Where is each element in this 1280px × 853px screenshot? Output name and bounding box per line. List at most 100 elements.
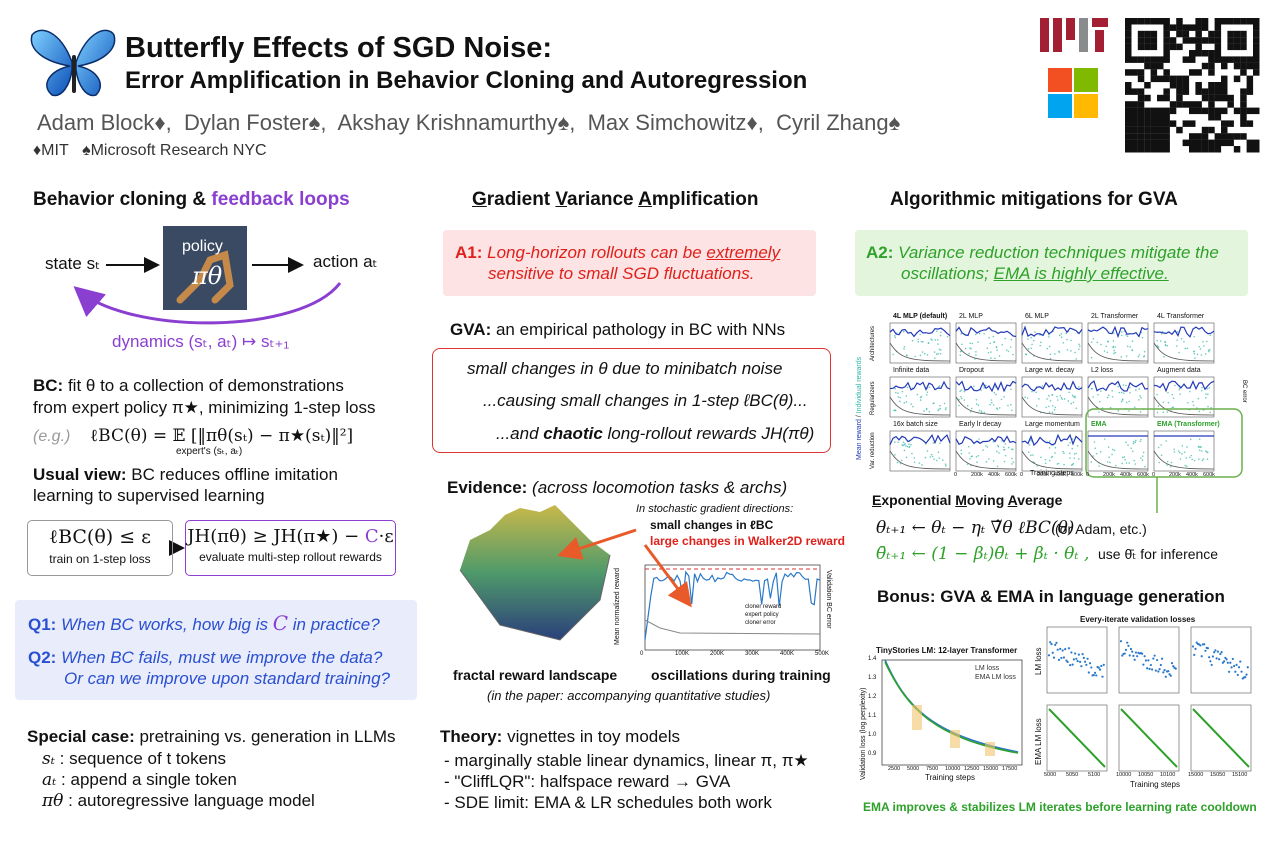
scatter-dot	[1191, 400, 1194, 403]
reward-line	[1153, 379, 1215, 393]
y2-label: Validation BC error	[825, 570, 832, 629]
x-tick-label: 0	[1152, 472, 1156, 478]
qr-cell	[1144, 107, 1151, 115]
qr-cell	[1189, 50, 1196, 57]
error-line	[1087, 342, 1149, 362]
scatter-dot	[1027, 451, 1030, 454]
scatter-dot	[975, 403, 978, 405]
bonus-heading: Bonus: GVA & EMA in language generation	[877, 587, 1225, 606]
scatter-dot	[1157, 670, 1160, 673]
scatter-dot	[1193, 352, 1196, 355]
part	[1048, 94, 1072, 118]
scatter-dot	[928, 386, 931, 389]
qr-cell	[1189, 56, 1196, 63]
scatter-dot	[1054, 446, 1057, 449]
scatter-dot	[1127, 444, 1129, 446]
reward-line	[1087, 380, 1149, 392]
qr-cell	[1125, 146, 1132, 153]
qr-cell	[1214, 56, 1222, 63]
scatter-dot	[1162, 401, 1164, 404]
x-tick-label: 600k	[1005, 472, 1017, 478]
scatter-dot	[1231, 657, 1234, 661]
scatter-dot	[1106, 461, 1109, 463]
part	[1048, 68, 1072, 92]
scatter-dot	[1209, 660, 1212, 663]
scatter-dot	[1096, 341, 1099, 344]
scatter-dot	[1180, 337, 1183, 340]
qr-cell	[1233, 146, 1241, 153]
scatter-dot	[1051, 394, 1053, 396]
scatter-dot	[1102, 663, 1105, 666]
x-tick-label: 400k	[1186, 472, 1198, 478]
qr-cell	[1131, 101, 1138, 108]
scatter-dot	[1185, 465, 1188, 468]
x-tick-label: 15100	[1232, 772, 1248, 778]
qr-cell	[1125, 56, 1132, 63]
scatter-dot	[1127, 644, 1130, 647]
scatter-dot	[989, 403, 991, 406]
qr-cell	[1240, 133, 1247, 140]
qr-cell	[1176, 88, 1183, 95]
scatter-dot	[977, 404, 980, 406]
qr-cell	[1137, 88, 1145, 95]
usual-line: learning to supervised learning	[33, 486, 265, 505]
policy-symbol: πθ	[192, 262, 223, 290]
scatter-dot	[1123, 456, 1126, 458]
scatter-dot	[1199, 644, 1202, 647]
qr-cell	[1227, 133, 1234, 140]
scatter-dot	[1143, 655, 1146, 658]
qr-cell	[1208, 126, 1215, 134]
scatter-dot	[1192, 350, 1195, 353]
row-label: Architectures	[870, 325, 876, 361]
scatter-dot	[919, 399, 922, 401]
scatter-dot	[1094, 447, 1096, 450]
scatter-dot	[1236, 673, 1239, 677]
scatter-dot	[1126, 641, 1129, 644]
qr-cell	[1221, 62, 1228, 70]
heading-part: A	[638, 189, 652, 210]
qr-cell	[1125, 114, 1132, 121]
scatter-dot	[1048, 459, 1051, 462]
ema-line	[1048, 708, 1106, 768]
qr-cell	[1125, 107, 1132, 115]
scatter-dot	[895, 391, 897, 394]
qr-cell	[1253, 139, 1260, 147]
caption: fractal reward landscape	[453, 667, 618, 683]
qr-cell	[1131, 126, 1138, 134]
scatter-dot	[1085, 663, 1088, 666]
scatter-dot	[1028, 444, 1031, 446]
scatter-dot	[1055, 641, 1058, 644]
qr-cell	[1189, 120, 1196, 127]
scatter-dot	[1166, 411, 1169, 413]
qr-cell	[1176, 101, 1183, 108]
legend-entry: cloner reward	[745, 604, 782, 610]
qr-cell	[1253, 69, 1260, 76]
qr-cell	[1214, 114, 1222, 121]
scatter-dot	[960, 397, 963, 400]
qr-cell	[1201, 107, 1209, 115]
scatter-dot	[1133, 406, 1136, 408]
error-line	[955, 342, 1017, 362]
qr-cell	[1144, 126, 1151, 134]
scatter-dot	[1139, 440, 1141, 443]
scatter-dot	[1201, 459, 1204, 462]
affiliation: ♦MIT	[33, 142, 69, 159]
scatter-dot	[1193, 335, 1195, 338]
feedback-arrow	[73, 282, 342, 325]
scatter-dot	[977, 454, 980, 457]
scatter-dot	[1098, 411, 1100, 413]
scatter-dot	[1134, 463, 1137, 465]
legend-entry: cloner error	[745, 620, 776, 626]
qr-cell	[1137, 43, 1145, 51]
qr-cell	[1144, 114, 1151, 121]
scatter-dot	[1140, 396, 1142, 399]
y-tick-label: 1.0	[868, 732, 877, 738]
panel-title: Large wt. decay	[1025, 367, 1075, 374]
scatter-dot	[1005, 349, 1008, 351]
scatter-dot	[1191, 645, 1195, 648]
scatter-dot	[1156, 411, 1159, 414]
scatter-dot	[1128, 410, 1130, 412]
scatter-dot	[935, 353, 938, 356]
scatter-dot	[1198, 446, 1200, 449]
scatter-dot	[1209, 334, 1212, 337]
